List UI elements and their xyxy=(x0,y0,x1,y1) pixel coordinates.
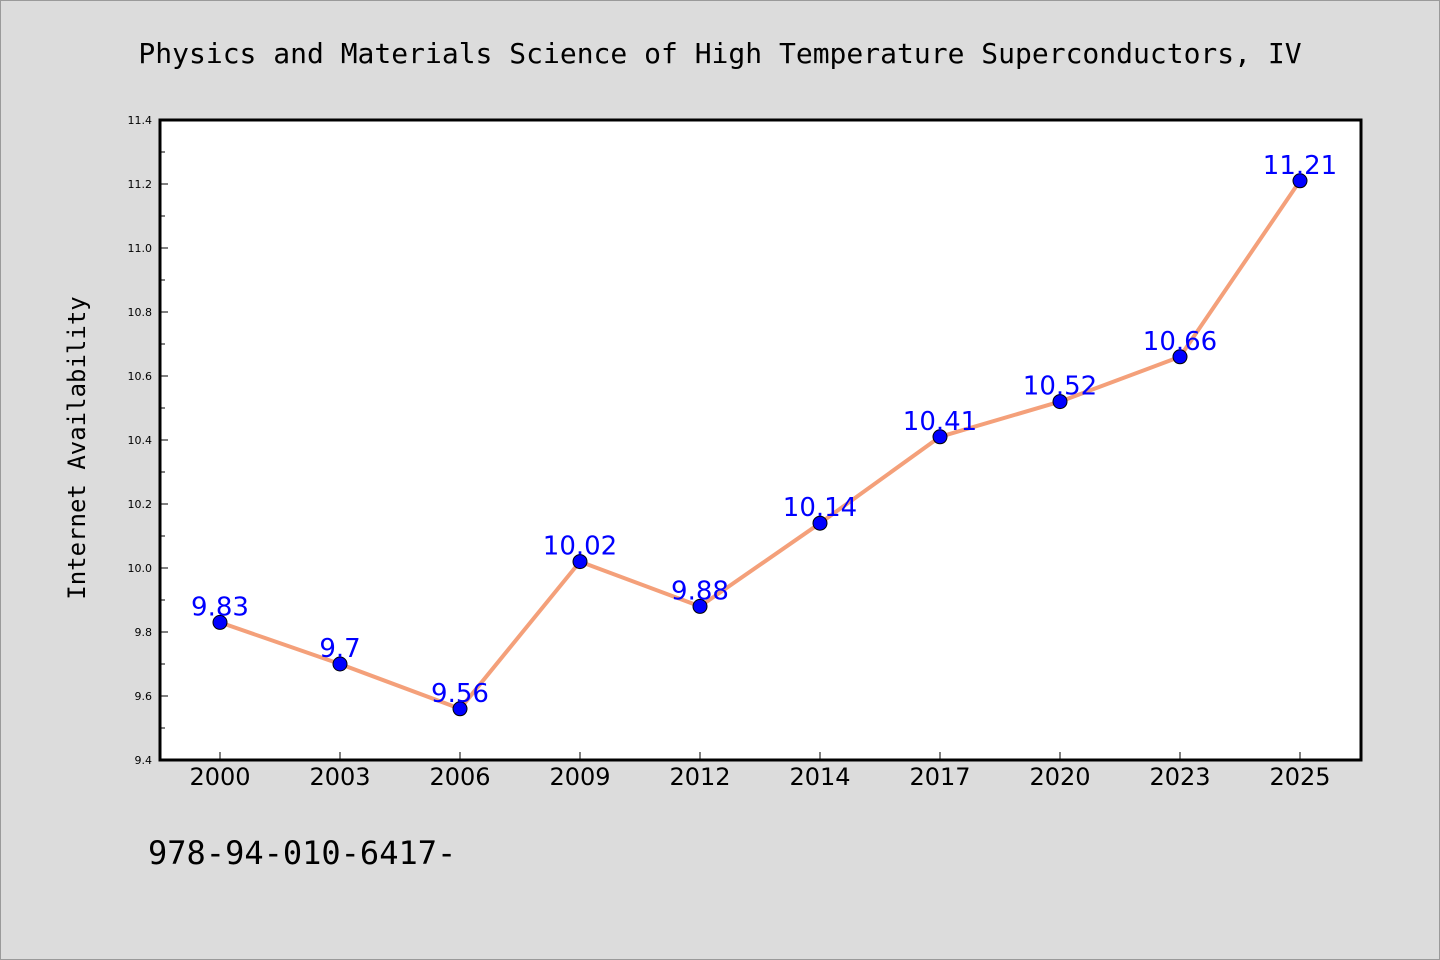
plot-area xyxy=(158,118,1363,762)
series: 9.83 9.7 9.56 10.02 9.88 10.14 10.41 10.52 10.66… xyxy=(191,151,1337,717)
data-point xyxy=(812,515,828,531)
data-point xyxy=(1292,173,1308,189)
y-tick-label: 9.8 xyxy=(135,626,153,639)
y-axis: 9.4 9.6 9.8 10.0 10.2 10.4 10.6 10.8 11.0 11.2 11.… xyxy=(128,114,168,767)
series-line xyxy=(219,179,1302,711)
x-tick-label: 2014 xyxy=(789,763,850,791)
x-tick-label: 2023 xyxy=(1149,763,1210,791)
x-tick-label: 2017 xyxy=(909,763,970,791)
y-tick-label: 11.4 xyxy=(128,114,153,127)
data-label: 9.88 xyxy=(671,576,729,606)
x-tick-label: 2000 xyxy=(189,763,250,791)
y-tick-label: 10.0 xyxy=(128,562,153,575)
y-tick-label: 11.0 xyxy=(128,242,153,255)
data-label: 11.21 xyxy=(1263,151,1337,181)
chart-title: Physics and Materials Science of High Te… xyxy=(138,37,1301,70)
data-point xyxy=(692,598,708,614)
data-point xyxy=(332,656,348,672)
data-point xyxy=(932,429,948,445)
x-tick-label: 2003 xyxy=(309,763,370,791)
data-point xyxy=(212,614,228,630)
y-tick-label: 9.4 xyxy=(135,754,153,767)
data-point xyxy=(1172,349,1188,365)
data-label: 10.14 xyxy=(783,493,857,523)
y-tick-label: 10.4 xyxy=(128,434,153,447)
x-tick-label: 2012 xyxy=(669,763,730,791)
y-tick-label: 10.6 xyxy=(128,370,153,383)
y-tick-label: 9.6 xyxy=(135,690,153,703)
data-label: 10.02 xyxy=(543,532,617,562)
data-point xyxy=(572,554,588,570)
data-label: 10.52 xyxy=(1023,372,1097,402)
y-tick-label: 10.2 xyxy=(128,498,153,511)
x-tick-label: 2009 xyxy=(549,763,610,791)
data-point xyxy=(1052,394,1068,410)
data-label: 9.83 xyxy=(191,592,249,622)
y-tick-label: 11.2 xyxy=(128,178,153,191)
isbn-text: 978-94-010-6417- xyxy=(148,834,456,872)
y-tick-label: 10.8 xyxy=(128,306,153,319)
data-label: 9.7 xyxy=(319,634,360,664)
data-point xyxy=(452,701,468,717)
x-tick-label: 2020 xyxy=(1029,763,1090,791)
x-tick-label: 2025 xyxy=(1269,763,1330,791)
data-label: 9.56 xyxy=(431,679,489,709)
x-axis: 2000 2003 2006 2009 2012 2014 2017 2020 2023 2025 xyxy=(189,752,1331,791)
y-axis-label: Internet Availability xyxy=(63,296,91,599)
data-label: 10.41 xyxy=(903,407,977,437)
x-tick-label: 2006 xyxy=(429,763,490,791)
data-label: 10.66 xyxy=(1143,327,1217,357)
